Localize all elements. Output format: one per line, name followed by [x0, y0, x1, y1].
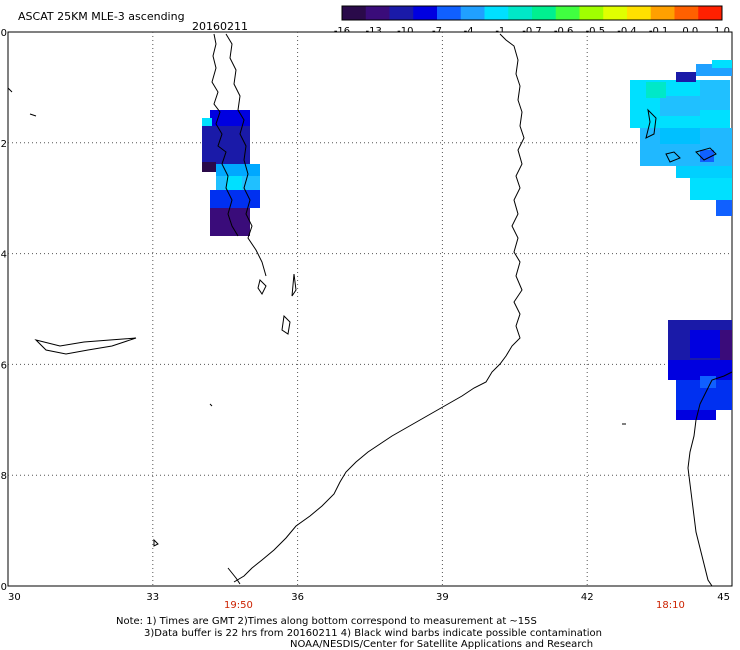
- map-frame: [7, 31, 733, 587]
- lake-malawi-east-shore: [225, 33, 267, 277]
- colorbar-swatch: [674, 6, 699, 20]
- colorbar-swatch: [555, 6, 580, 20]
- colorbar-swatch: [650, 6, 675, 20]
- gridlines: [8, 32, 732, 586]
- coastlines: [7, 33, 733, 587]
- island-small-1: [281, 314, 291, 335]
- footer-note-1: Note: 1) Times are GMT 2)Times along bot…: [116, 616, 537, 627]
- comoros-2: [665, 151, 681, 163]
- figure-title: ASCAT 25KM MLE-3 ascending: [18, 10, 185, 23]
- footer-note-2: 3)Data buffer is 22 hrs from 20160211 4)…: [144, 628, 602, 639]
- colorbar-swatch: [389, 6, 414, 20]
- mozambique-coast: [233, 33, 525, 583]
- colorbar-swatch: [437, 6, 462, 20]
- colorbar-swatch: [627, 6, 652, 20]
- colorbar-swatch: [508, 6, 533, 20]
- colorbar-swatch: [484, 6, 509, 20]
- swath-east-north: [630, 60, 732, 216]
- lake-cahora: [34, 337, 137, 355]
- pass-time-west: 19:50: [224, 600, 253, 611]
- colorbar-swatch: [532, 6, 557, 20]
- island-small-2: [291, 273, 297, 297]
- latitude-tick-label: -10: [0, 28, 7, 39]
- colorbar: [341, 5, 723, 21]
- coast-dot-2: [7, 87, 13, 93]
- latitude-labels: -10 -12 -14 -16 -18 -20: [0, 28, 7, 593]
- lake-malawi-west-shore: [211, 33, 239, 237]
- colorbar-swatch: [603, 6, 628, 20]
- longitude-tick-label: 39: [436, 592, 449, 603]
- longitude-tick-label: 45: [717, 592, 730, 603]
- latitude-tick-label: -18: [0, 471, 7, 482]
- longitude-tick-label: 33: [146, 592, 159, 603]
- latitude-tick-label: -14: [0, 250, 7, 261]
- latitude-tick-label: -12: [0, 139, 7, 150]
- colorbar-swatch: [413, 6, 438, 20]
- map-panel: -10 -12 -14 -16 -18 -20 30 33 36 39 42 45 19:50 18…: [0, 28, 733, 611]
- island-bazaruto: [209, 403, 213, 407]
- longitude-tick-label: 30: [8, 592, 21, 603]
- colorbar-swatch: [460, 6, 485, 20]
- footer-credit: NOAA/NESDIS/Center for Satellite Applica…: [290, 639, 593, 650]
- comoros-1: [645, 108, 657, 139]
- colorbar-swatch: [698, 6, 723, 20]
- colorbar-frame: [341, 5, 723, 21]
- coast-dot-1: [29, 113, 37, 117]
- figure-date: 20160211: [192, 20, 248, 33]
- coast-small-feature-1: [153, 538, 159, 547]
- longitude-tick-label: 36: [291, 592, 304, 603]
- lake-chilwa: [257, 279, 267, 295]
- colorbar-swatch: [342, 6, 367, 20]
- longitude-tick-label: 42: [581, 592, 594, 603]
- pass-time-east: 18:10: [656, 600, 685, 611]
- comoros-3: [695, 147, 717, 161]
- colorbar-swatch: [579, 6, 604, 20]
- coast-inlet: [227, 567, 241, 585]
- swath-east-south: [668, 320, 732, 420]
- longitude-labels: 30 33 36 39 42 45: [8, 592, 730, 603]
- madagascar-west-coast: [687, 371, 733, 587]
- latitude-tick-label: -20: [0, 582, 7, 593]
- colorbar-swatch: [365, 6, 390, 20]
- latitude-tick-label: -16: [0, 360, 7, 371]
